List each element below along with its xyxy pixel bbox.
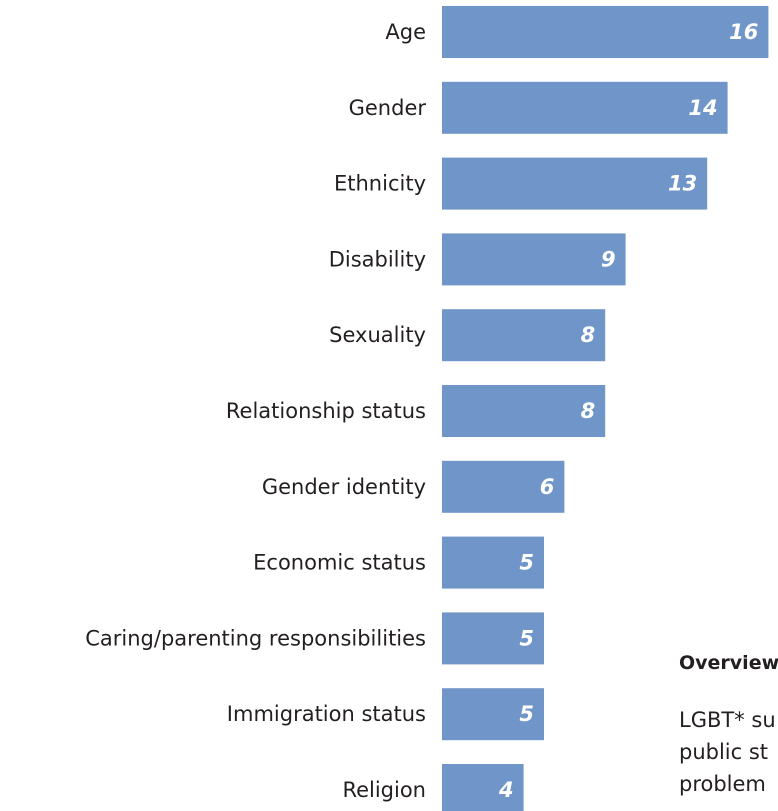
bar-caring-parenting-responsibilities [442,612,544,665]
bar-age [442,6,769,58]
value-label: 8 [581,323,596,347]
category-label: Ethnicity [334,172,426,196]
category-label: Gender identity [262,475,426,499]
bar-religion [442,764,524,811]
category-label: Relationship status [226,399,426,423]
value-label: 5 [519,551,534,575]
overview-text-line: problem [679,772,766,796]
category-label: Economic status [253,551,426,575]
value-label: 8 [581,399,596,423]
value-label: 14 [688,96,717,120]
value-label: 4 [498,778,514,802]
value-label: 5 [519,702,534,726]
value-label: 16 [729,20,758,44]
overview-text-line: public st [679,740,769,764]
value-label: 9 [601,247,616,271]
value-label: 6 [540,475,555,499]
bar-economic-status [442,536,544,589]
overview-heading: Overview [679,652,778,674]
overview-text-line: LGBT* su [679,708,776,732]
bar-gender [442,81,728,134]
bar-disability [442,233,626,286]
bar-relationship-status [442,385,606,437]
category-label: Disability [329,247,426,271]
bar-ethnicity [442,157,708,210]
value-label: 5 [519,626,534,650]
category-label: Caring/parenting responsibilities [85,626,426,650]
category-label: Age [385,20,426,44]
category-label: Immigration status [227,702,426,726]
bar-sexuality [442,309,606,362]
bar-immigration-status [442,688,544,741]
category-label: Sexuality [329,323,426,347]
value-label: 13 [668,172,697,196]
bar-gender-identity [442,460,565,513]
category-label: Gender [349,96,427,120]
category-label: Religion [342,778,426,802]
